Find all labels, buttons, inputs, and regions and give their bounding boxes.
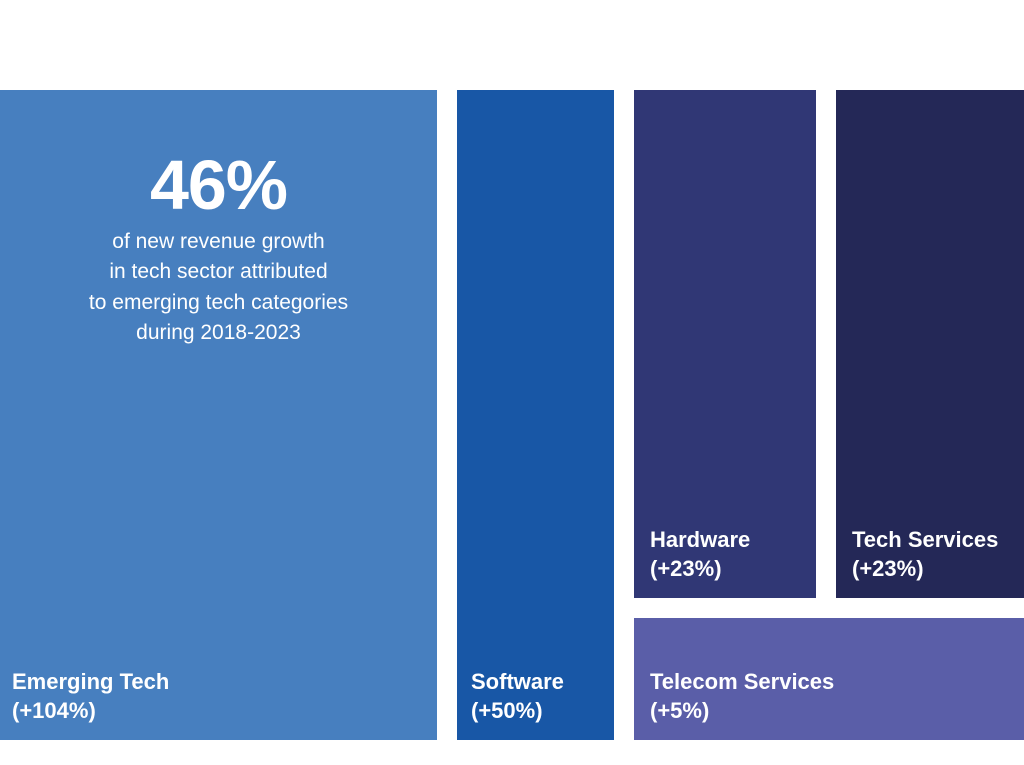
block-hardware: Hardware (+23%) [634,90,816,598]
callout-desc: of new revenue growth in tech sector att… [0,227,437,349]
revenue-growth-chart: 46% of new revenue growth in tech sector… [0,90,1024,740]
block-software: Software (+50%) [457,90,614,740]
block-label-hardware: Hardware (+23%) [650,525,750,584]
block-label-software: Software (+50%) [471,667,564,726]
block-emerging-tech: 46% of new revenue growth in tech sector… [0,90,437,740]
block-tech-services: Tech Services (+23%) [836,90,1024,598]
callout-percent: 46% [0,145,437,225]
block-label-emerging: Emerging Tech (+104%) [12,667,169,726]
block-label-telecom: Telecom Services (+5%) [650,667,834,726]
block-telecom-services: Telecom Services (+5%) [634,618,1024,740]
block-label-tech-services: Tech Services (+23%) [852,525,998,584]
